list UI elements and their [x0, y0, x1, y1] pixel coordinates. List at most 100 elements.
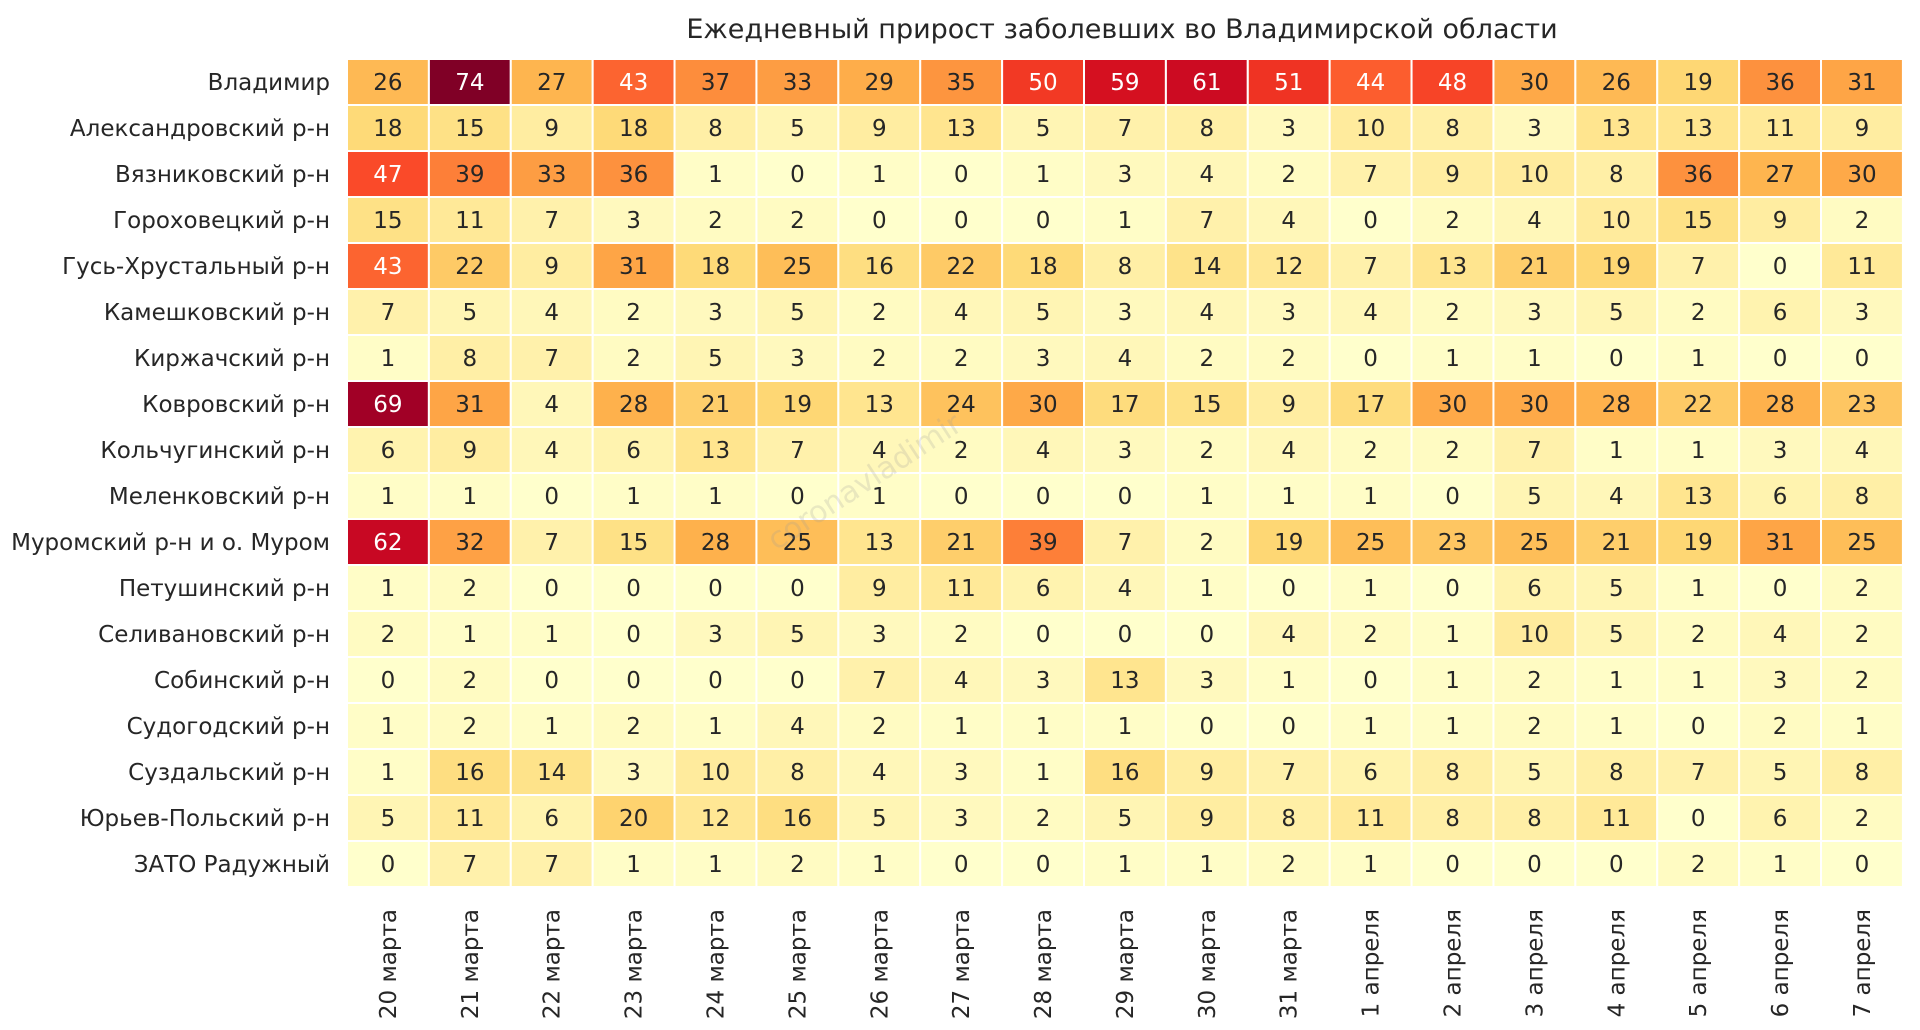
- heatmap-cell-value: 11: [1602, 806, 1631, 832]
- heatmap-cell: [1738, 334, 1823, 382]
- heatmap-cell-value: 8: [790, 760, 805, 786]
- heatmap-cell-value: 74: [455, 70, 484, 96]
- heatmap-cell-value: 15: [1192, 392, 1221, 418]
- heatmap-cell-value: 15: [1684, 208, 1713, 234]
- heatmap-cell-value: 2: [1773, 714, 1788, 740]
- heatmap-cell: [1083, 840, 1167, 888]
- column-label: 25 марта: [785, 909, 811, 1019]
- heatmap-cell-value: 8: [1118, 254, 1133, 280]
- heatmap-cell-value: 10: [1520, 622, 1549, 648]
- heatmap-cell: [1001, 334, 1086, 382]
- heatmap-cell-value: 10: [1602, 208, 1631, 234]
- heatmap-cell: [509, 518, 594, 566]
- heatmap-cell-value: 0: [1855, 346, 1870, 372]
- heatmap-cell: [1574, 426, 1659, 474]
- heatmap-cell-value: 6: [626, 438, 641, 464]
- heatmap-cell: [919, 288, 1004, 336]
- column-label: 31 марта: [1277, 909, 1303, 1019]
- row-label: Вязниковский р-н: [115, 162, 330, 188]
- heatmap-cell: [427, 794, 512, 842]
- heatmap-cell: [919, 794, 1004, 842]
- heatmap-cell-value: 7: [1363, 162, 1378, 188]
- heatmap-cell: [1410, 610, 1495, 658]
- heatmap-cell-value: 1: [1200, 484, 1215, 510]
- heatmap-cell-value: 4: [1281, 438, 1296, 464]
- heatmap-cell-value: 6: [1527, 576, 1542, 602]
- heatmap-cell-value: 0: [1855, 852, 1870, 878]
- heatmap-cell: [1083, 748, 1167, 796]
- heatmap-cell-value: 4: [1118, 346, 1133, 372]
- heatmap-cell: [1164, 840, 1249, 888]
- heatmap-cell: [1246, 150, 1331, 198]
- heatmap-cell: [1492, 518, 1577, 566]
- row-label: Владимир: [208, 70, 330, 96]
- heatmap-cell-value: 19: [783, 392, 812, 418]
- heatmap-cell-value: 4: [872, 760, 887, 786]
- heatmap-cell-value: 7: [544, 208, 559, 234]
- heatmap-cell: [1656, 288, 1741, 336]
- heatmap-cell-value: 8: [1855, 484, 1870, 510]
- heatmap-cell: [1246, 610, 1331, 658]
- heatmap-cell: [1001, 196, 1086, 244]
- column-labels: 20 марта 21 марта 22 марта 23 марта 24 марта…: [376, 909, 1876, 1019]
- heatmap-cell-value: 2: [381, 622, 396, 648]
- heatmap-cell-value: 8: [1445, 806, 1460, 832]
- heatmap-cell-value: 2: [626, 346, 641, 372]
- heatmap-cell: [919, 426, 1004, 474]
- heatmap-cell-value: 28: [701, 530, 730, 556]
- heatmap-cell-value: 51: [1274, 70, 1303, 96]
- heatmap-cell-value: 27: [1765, 162, 1794, 188]
- heatmap-cell: [509, 472, 594, 520]
- heatmap-cell: [1246, 702, 1331, 750]
- heatmap-cell-value: 2: [626, 300, 641, 326]
- heatmap-cell: [1492, 288, 1577, 336]
- heatmap-cell-value: 0: [954, 208, 969, 234]
- heatmap-cell: [1083, 380, 1167, 428]
- row-label: Кольчугинский р-н: [100, 438, 330, 464]
- heatmap-cell-value: 0: [1118, 622, 1133, 648]
- heatmap-cell-value: 2: [1363, 438, 1378, 464]
- heatmap-cell-value: 50: [1028, 70, 1057, 96]
- heatmap-cell-value: 13: [947, 116, 976, 142]
- heatmap-cell: [346, 610, 430, 658]
- heatmap-cell-value: 30: [1438, 392, 1467, 418]
- heatmap-cell-value: 8: [1527, 806, 1542, 832]
- heatmap-cell-value: 0: [1200, 622, 1215, 648]
- heatmap-cell-value: 7: [872, 668, 887, 694]
- heatmap-cell: [1738, 794, 1823, 842]
- heatmap-cell-value: 2: [954, 346, 969, 372]
- heatmap-cell-value: 1: [708, 162, 723, 188]
- heatmap-cell-value: 39: [455, 162, 484, 188]
- heatmap-cell-value: 2: [954, 622, 969, 648]
- heatmap-cell-value: 7: [544, 852, 559, 878]
- heatmap-cell-value: 5: [790, 300, 805, 326]
- heatmap-cell-value: 2: [1691, 622, 1706, 648]
- heatmap-cell: [1328, 748, 1413, 796]
- row-label: Муромский р-н и о. Муром: [11, 530, 330, 556]
- column-label: 30 марта: [1195, 909, 1221, 1019]
- heatmap-cell-value: 4: [1363, 300, 1378, 326]
- heatmap-cell-value: 11: [455, 208, 484, 234]
- heatmap-cell: [673, 564, 758, 612]
- heatmap-cell: [509, 242, 594, 290]
- heatmap-cell-value: 3: [872, 622, 887, 648]
- heatmap-cell-value: 0: [1609, 852, 1624, 878]
- heatmap-cell-value: 22: [1684, 392, 1713, 418]
- heatmap-cell: [1820, 242, 1904, 290]
- heatmap-cell-value: 0: [1609, 346, 1624, 372]
- column-label: 3 апреля: [1522, 909, 1548, 1017]
- heatmap-cell-value: 3: [1281, 300, 1296, 326]
- heatmap-cell-value: 0: [954, 852, 969, 878]
- heatmap-cell-value: 1: [1036, 714, 1051, 740]
- heatmap-cell-value: 0: [1281, 576, 1296, 602]
- heatmap-cell-value: 3: [1281, 116, 1296, 142]
- heatmap-cell-value: 19: [1684, 70, 1713, 96]
- heatmap-cell-value: 5: [463, 300, 478, 326]
- heatmap-cell: [837, 288, 922, 336]
- heatmap-cell: [1410, 564, 1495, 612]
- heatmap-cell-value: 0: [544, 668, 559, 694]
- heatmap-cell-value: 0: [1691, 806, 1706, 832]
- heatmap-cell: [1492, 380, 1577, 428]
- heatmap-cell-value: 0: [1363, 668, 1378, 694]
